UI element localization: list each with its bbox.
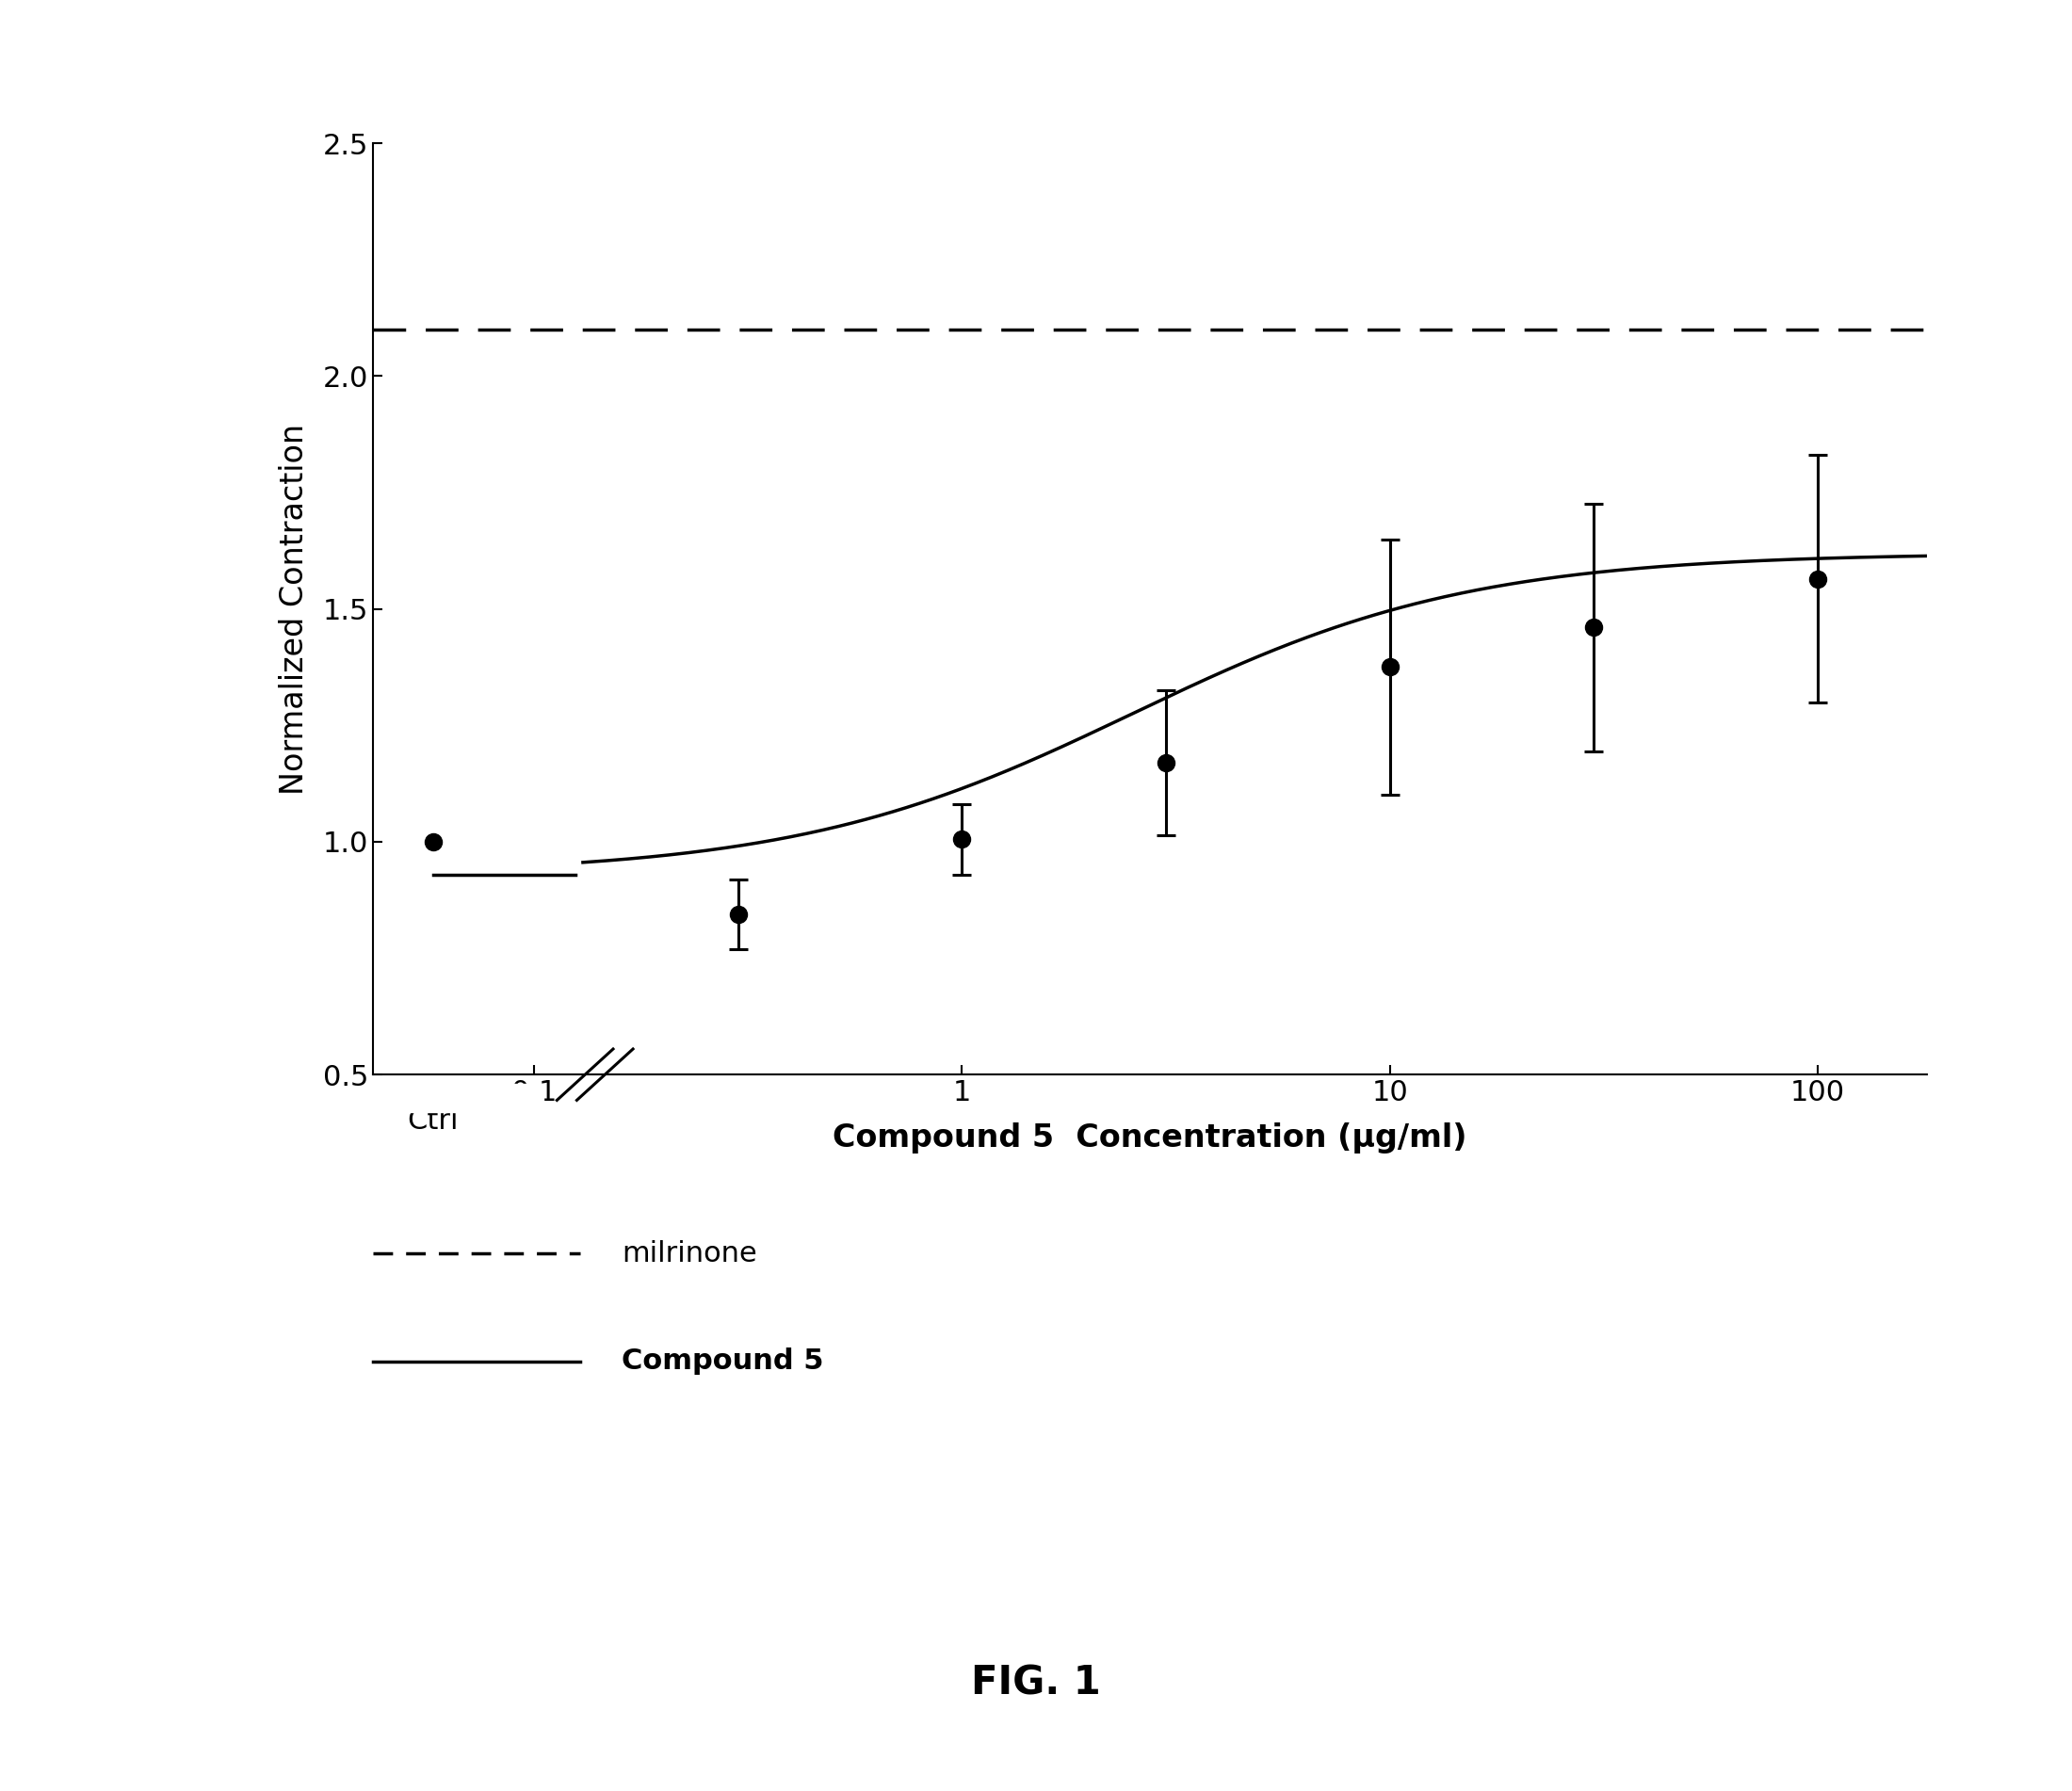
Y-axis label: Normalized Contraction: Normalized Contraction bbox=[278, 423, 309, 795]
Bar bbox=[373, 1084, 543, 1112]
Text: Ctrl: Ctrl bbox=[408, 1107, 458, 1134]
Text: FIG. 1: FIG. 1 bbox=[972, 1664, 1100, 1703]
Text: milrinone: milrinone bbox=[622, 1239, 756, 1268]
Text: Compound 5: Compound 5 bbox=[622, 1347, 825, 1375]
X-axis label: Compound 5  Concentration (μg/ml): Compound 5 Concentration (μg/ml) bbox=[833, 1123, 1467, 1153]
